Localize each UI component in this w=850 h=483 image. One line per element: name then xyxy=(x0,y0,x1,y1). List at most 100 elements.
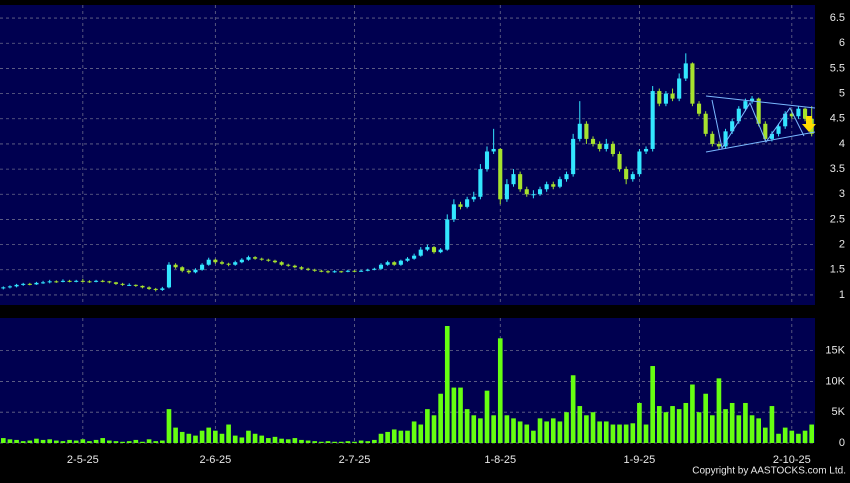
candle-body xyxy=(405,258,410,261)
volume-bar xyxy=(517,421,523,443)
volume-bar xyxy=(491,415,496,443)
volume-bar xyxy=(597,421,602,443)
candle-body xyxy=(803,108,808,119)
volume-bar xyxy=(603,421,609,443)
y-tick-label: 3.5 xyxy=(830,163,845,175)
candle-body xyxy=(292,265,297,268)
volume-bar xyxy=(266,438,271,443)
candle-body xyxy=(471,196,476,200)
candle-body xyxy=(206,259,211,265)
candle-body xyxy=(451,204,456,220)
candle-body xyxy=(749,98,755,102)
volume-bar xyxy=(305,440,311,443)
volume-bar xyxy=(140,441,145,443)
candle-body xyxy=(756,98,761,124)
volume-bar xyxy=(736,415,742,443)
volume-bar xyxy=(471,415,477,443)
candle-body xyxy=(319,270,324,272)
volume-bar xyxy=(73,440,79,443)
x-tick-label: 1-9-25 xyxy=(624,454,656,466)
price-panel xyxy=(0,5,815,305)
candle-body xyxy=(696,103,702,114)
volume-bar xyxy=(54,440,59,443)
volume-bar xyxy=(80,439,86,443)
volume-bar xyxy=(610,424,616,443)
volume-bar xyxy=(418,424,424,443)
candle-body xyxy=(445,219,450,250)
volume-bar xyxy=(756,418,761,443)
candle-body xyxy=(226,263,231,265)
volume-bar xyxy=(332,441,337,443)
volume-bar xyxy=(259,435,265,443)
candle-body xyxy=(736,108,741,122)
volume-bar xyxy=(47,439,53,443)
candle-body xyxy=(604,143,609,149)
candle-body xyxy=(789,113,794,117)
volume-bar xyxy=(703,393,708,443)
candle-body xyxy=(763,123,768,139)
volume-bar xyxy=(524,424,530,443)
volume-bar xyxy=(93,439,99,443)
volume-bar xyxy=(319,441,324,443)
volume-bar xyxy=(570,375,576,443)
candle-body xyxy=(730,121,735,132)
candle-body xyxy=(180,267,185,271)
down-arrow xyxy=(802,116,816,132)
volume-bar xyxy=(133,439,139,443)
candle-body xyxy=(279,262,284,265)
volume-bar xyxy=(802,430,808,443)
candle-body xyxy=(663,93,668,104)
candle-body xyxy=(710,133,715,144)
trend-line xyxy=(705,131,816,153)
triangle-pattern xyxy=(705,95,816,153)
volume-bar xyxy=(120,441,125,443)
candle-body xyxy=(100,280,105,282)
candle-body xyxy=(94,280,99,282)
candle-body xyxy=(524,189,529,195)
volume-bar xyxy=(338,441,344,443)
candle-body xyxy=(716,143,721,147)
volume-bar xyxy=(232,435,238,443)
candle-body xyxy=(650,91,655,149)
candle-body xyxy=(511,174,516,185)
candle-body xyxy=(272,260,278,263)
volume-bar xyxy=(623,424,629,443)
candle-body xyxy=(677,78,682,99)
candle-body xyxy=(186,270,191,273)
volume-bar xyxy=(656,406,662,443)
candle-body xyxy=(345,270,350,272)
volume-bar xyxy=(292,438,298,443)
candle-body xyxy=(670,93,675,99)
candle-body xyxy=(398,260,403,265)
volume-bar xyxy=(325,441,331,443)
volume-bar xyxy=(186,433,192,443)
y-tick-label: 1 xyxy=(839,289,845,301)
volume-bar xyxy=(497,338,503,443)
volume-bar xyxy=(617,424,622,443)
volume-bar xyxy=(126,441,132,443)
candle-body xyxy=(610,143,615,154)
candle-body xyxy=(107,281,112,283)
volume-bar xyxy=(464,409,470,443)
candle-body xyxy=(372,268,377,270)
volume-bar xyxy=(511,418,516,443)
volume-bar xyxy=(769,406,775,443)
candle-body xyxy=(412,255,417,259)
candle-body xyxy=(332,271,337,273)
y-tick-label: 15K xyxy=(825,345,845,357)
candle-body xyxy=(392,262,397,265)
volume-bar xyxy=(690,384,695,443)
volume-bar xyxy=(484,390,490,443)
volume-bar xyxy=(0,438,6,443)
volume-bar xyxy=(557,421,563,443)
candle-body xyxy=(286,264,291,266)
volume-bar xyxy=(213,430,218,443)
copyright: Copyright by AASTOCKS.com Ltd. xyxy=(692,466,846,477)
volume-bar xyxy=(729,402,735,443)
volume-bar xyxy=(239,437,245,443)
volume-bar xyxy=(577,406,583,443)
candle-body xyxy=(140,285,145,288)
volume-bar xyxy=(670,406,675,443)
volume-bar xyxy=(782,427,788,443)
candle-body xyxy=(325,271,331,273)
